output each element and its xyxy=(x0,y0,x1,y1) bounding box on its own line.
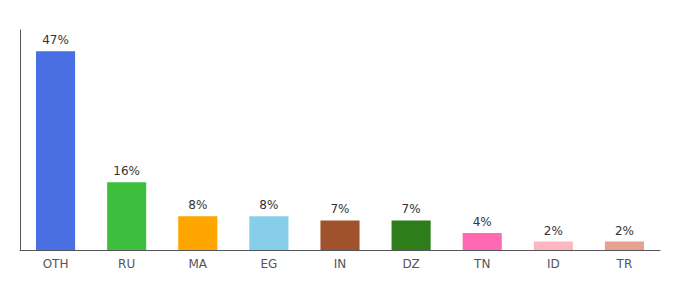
svg-text:DZ: DZ xyxy=(402,257,419,271)
svg-text:TR: TR xyxy=(616,257,633,271)
svg-text:16%: 16% xyxy=(113,164,140,178)
svg-text:8%: 8% xyxy=(259,198,278,212)
svg-text:IN: IN xyxy=(334,257,347,271)
svg-text:MA: MA xyxy=(188,257,207,271)
svg-text:4%: 4% xyxy=(473,215,492,229)
svg-text:ID: ID xyxy=(547,257,560,271)
svg-text:2%: 2% xyxy=(544,224,563,238)
svg-text:47%: 47% xyxy=(42,33,69,47)
svg-text:TN: TN xyxy=(473,257,490,271)
svg-text:2%: 2% xyxy=(615,224,634,238)
svg-text:7%: 7% xyxy=(402,202,421,216)
svg-text:7%: 7% xyxy=(330,202,349,216)
svg-text:EG: EG xyxy=(260,257,277,271)
svg-text:8%: 8% xyxy=(188,198,207,212)
svg-text:RU: RU xyxy=(118,257,135,271)
svg-text:OTH: OTH xyxy=(43,257,69,271)
